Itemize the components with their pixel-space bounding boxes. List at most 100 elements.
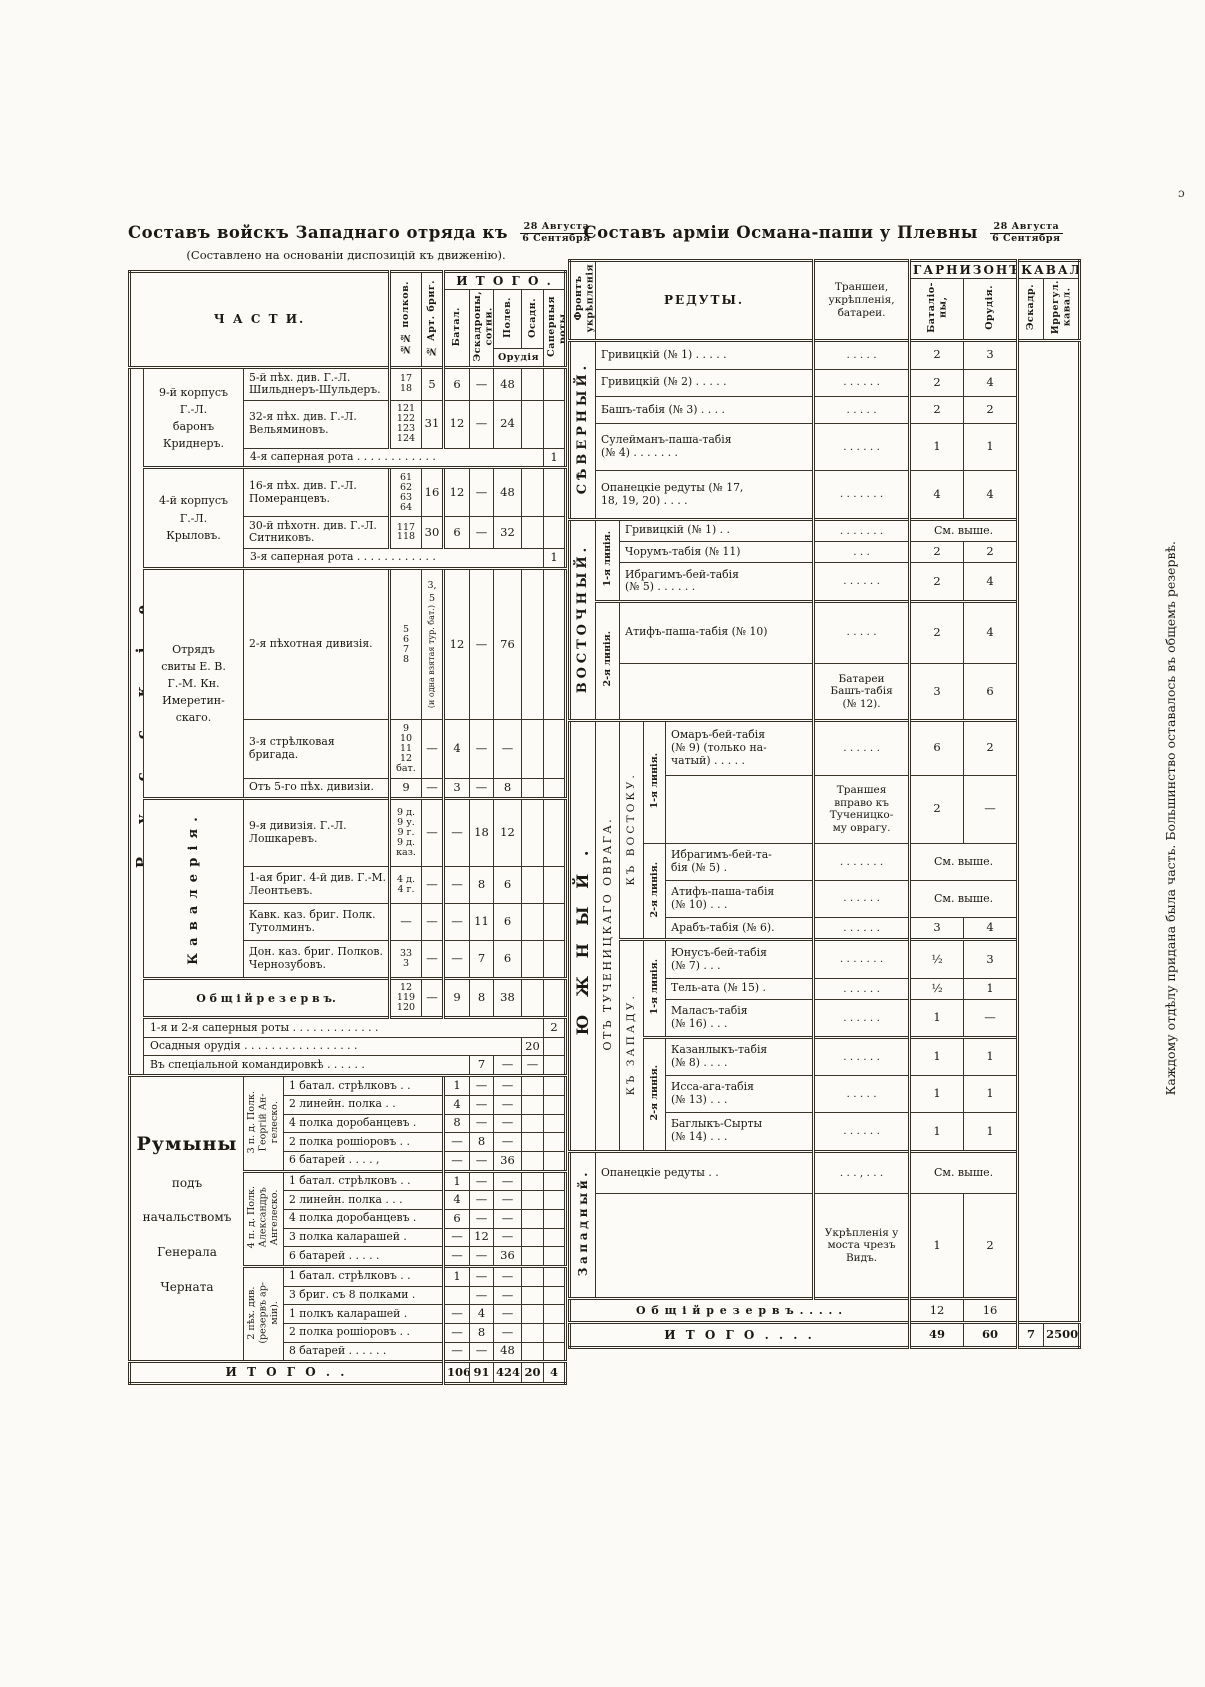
battalions-value: 6 (442, 1208, 470, 1229)
trench-note: . . . . . . (812, 368, 911, 397)
art-note: (и одна взятая тур. бат.) (427, 604, 437, 708)
regiment-numbers: 12 119 120 (388, 977, 422, 1019)
left-title: Составъ войскъ Западнаго отряда къ 28 Ав… (128, 221, 593, 245)
battalions-value: 1 (442, 1264, 470, 1287)
line-label: 2-я линія. (643, 1036, 666, 1152)
total-battalions: 106 (442, 1360, 470, 1384)
sapper-empty (542, 1113, 567, 1134)
garrison-battalions: 2 (908, 562, 965, 602)
unit-name: 1 полкъ каларашей . (283, 1304, 444, 1324)
redoubt-name: Тель-ата (№ 15) . (664, 977, 815, 1001)
field-guns-value: — (493, 1285, 522, 1306)
trench-note: . . . . . . . (812, 470, 911, 520)
unit-name: 6 батарей . . . . . (283, 1246, 444, 1267)
total-label: И Т О Г О . . . . (568, 1320, 911, 1348)
regiment-numbers: 5 6 7 8 (388, 566, 422, 721)
redoubt-name: Атифъ-паша-табія (№ 10) (618, 599, 815, 664)
unit-name: 3 бриг. съ 8 полками . (283, 1285, 444, 1306)
garrison-guns: 4 (963, 916, 1019, 941)
field-guns-value: 6 (493, 903, 522, 942)
col-header-redoubts: РЕДУТЫ. (594, 259, 815, 341)
sapper-value: 1 (542, 548, 567, 569)
left-title-date: 28 Августа 6 Сентября (520, 221, 593, 245)
date-bottom: 6 Сентября (522, 232, 591, 244)
siege-guns-value: — (521, 1055, 544, 1077)
col-header-art-brigade: № Арт. бриг. (421, 270, 444, 368)
field-guns-value: — (493, 1074, 522, 1096)
siege-guns-empty (521, 1208, 544, 1229)
garrison-battalions: 3 (908, 662, 965, 722)
siege-guns-value: 20 (521, 1036, 544, 1057)
total-battalions: 49 (908, 1320, 965, 1348)
col-header-field: Полев. (493, 289, 522, 349)
regiment-numbers: 9 (388, 777, 422, 799)
siege-guns-empty (521, 1341, 544, 1363)
battalions-value (442, 1285, 470, 1306)
sapper-empty (542, 515, 567, 550)
col-header-trenches: Траншеи, укрѣпленія, батареи. (812, 259, 911, 341)
right-table-block: Составъ арміи Османа-паши у Плевны 28 Ав… (568, 221, 1082, 1349)
redoubt-name: Гривицкій (№ 2) . . . . . (594, 368, 815, 397)
siege-guns-empty (521, 1113, 544, 1134)
regiment-numbers: 4 д. 4 г. (388, 866, 422, 905)
trench-note: . . . . . . . (812, 517, 911, 542)
regiment-numbers: 121 122 123 124 (388, 400, 422, 449)
sapper-empty (542, 466, 567, 517)
total-squadrons: 91 (469, 1360, 494, 1384)
redoubt-name: Гривицкій (№ 1) . . . . . (594, 338, 815, 370)
field-guns-value: — (493, 1113, 522, 1134)
redoubt-name-empty (664, 774, 815, 844)
left-table: Ч А С Т И. №№ полков. № Арт. бриг. И Т О… (128, 269, 568, 1385)
unit-name: 2-я пѣхотная дивизія. (243, 566, 390, 721)
col-header-squadrons: Эскадроны, сотни. (469, 289, 494, 368)
regiment-numbers: 17 18 (388, 365, 422, 402)
unit-name: Отъ 5-го пѣх. дивизіи. (243, 777, 390, 799)
ravine-label: ОТЪ ТУЧЕНИЦКАГО ОВРАГА. (595, 719, 620, 1152)
siege-guns-empty (521, 1285, 544, 1306)
romanians-label: Румыны подъ начальствомъ Генерала Чернат… (129, 1074, 244, 1363)
margin-note-text: Каждому отдѣлу придана была часть. Больш… (1162, 540, 1178, 1096)
squadrons-value: — (469, 1094, 494, 1115)
siege-guns-empty (521, 1150, 544, 1172)
squadrons-value: 7 (469, 1055, 494, 1077)
field-guns-value: — (493, 1264, 522, 1287)
field-guns-value: — (493, 1190, 522, 1210)
garrison-battalions: 1 (908, 1075, 965, 1114)
total-guns: 60 (963, 1320, 1019, 1348)
sapper-empty (542, 719, 567, 779)
siege-guns-empty (521, 940, 544, 980)
siege-guns-empty (521, 1094, 544, 1115)
line-label: 1-я линія. (643, 719, 666, 844)
total-siege-guns: 20 (521, 1360, 544, 1384)
unit-name: 2 полка рошіоровъ . . (283, 1132, 444, 1152)
siege-guns-empty (521, 777, 544, 799)
battalions-value: — (442, 1322, 470, 1343)
sapper-empty (542, 1341, 567, 1363)
battalions-value: — (442, 1150, 470, 1172)
cavalry-label: Кавалерія. (143, 796, 244, 980)
total-field-guns: 424 (493, 1360, 522, 1384)
squadrons-value: 12 (469, 1227, 494, 1248)
siege-guns-empty (521, 1190, 544, 1210)
garrison-guns: 16 (963, 1296, 1019, 1323)
garrison-battalions: 1 (908, 1036, 965, 1077)
battalions-value: — (442, 1227, 470, 1248)
redoubt-name: Маласъ-табія (№ 16) . . . (664, 999, 815, 1039)
redoubt-name: Юнусъ-бей-табія (№ 7) . . . (664, 938, 815, 979)
siege-guns-empty (521, 1264, 544, 1287)
sapper-empty (542, 365, 567, 402)
siege-guns-row: Осадныя орудія . . . . . . . . . . . . .… (143, 1036, 522, 1057)
total-label: И Т О Г О . . (129, 1360, 444, 1384)
garrison-guns: — (963, 774, 1019, 844)
sapper-empty (542, 400, 567, 449)
squadrons-value: — (469, 466, 494, 517)
trench-note: Траншея вправо къ Тученицко- му оврагу. (812, 774, 911, 844)
col-header-front: Фронтъ укрѣпленія (569, 259, 596, 341)
garrison-guns: — (963, 999, 1019, 1039)
page-corner-mark: ɔ (1178, 186, 1185, 200)
garrison-guns: 3 (963, 938, 1019, 979)
col-header-itogo: И Т О Г О . (441, 270, 567, 291)
see-above: См. выше. (908, 517, 1019, 542)
garrison-guns: 1 (963, 1036, 1019, 1077)
garrison-guns: 1 (963, 423, 1019, 472)
